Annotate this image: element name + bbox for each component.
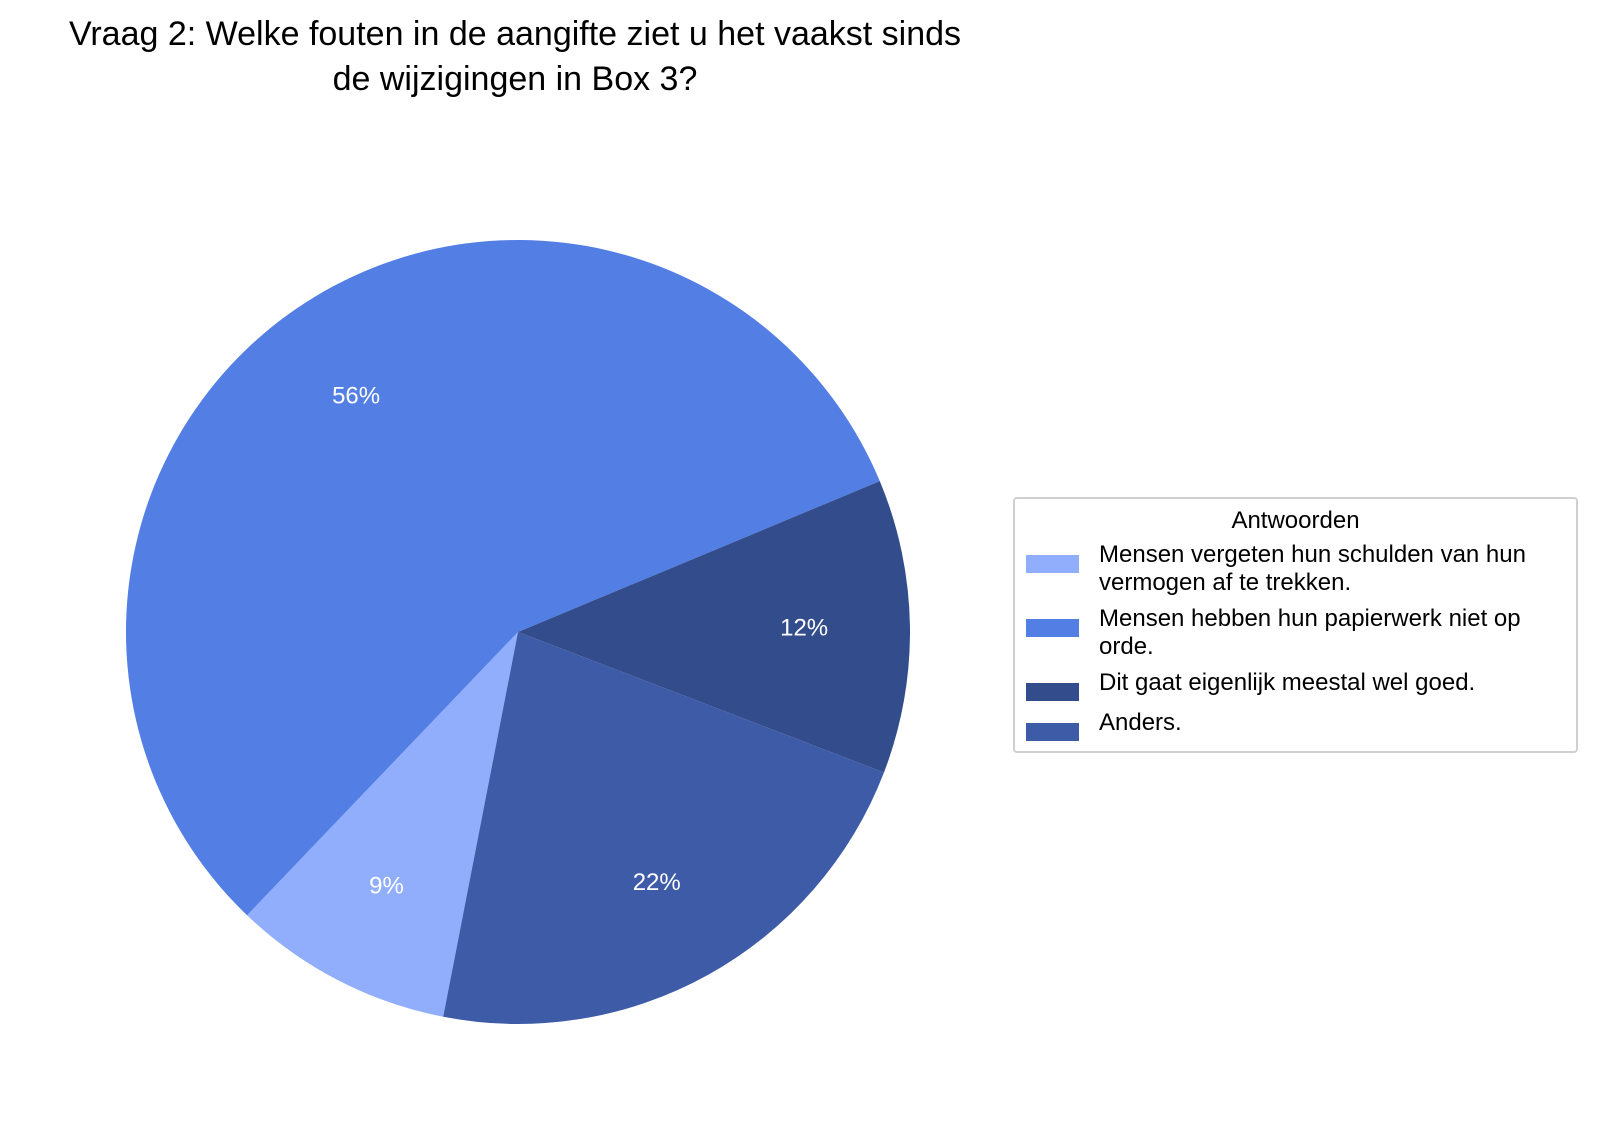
legend-swatch-4 bbox=[1026, 723, 1079, 741]
pie-slice-label-2: 56% bbox=[332, 383, 380, 410]
pie-slice-label-4: 22% bbox=[633, 869, 681, 896]
legend-swatch-1 bbox=[1026, 555, 1079, 573]
legend-item-3: Dit gaat eigenlijk meestal wel goed. bbox=[1015, 669, 1576, 701]
pie-slice-4 bbox=[443, 632, 884, 1025]
pie-slice-2 bbox=[125, 239, 880, 916]
legend-item-4: Anders. bbox=[1015, 709, 1576, 741]
legend-swatch-3 bbox=[1026, 683, 1079, 701]
legend-items: Mensen vergeten hun schulden van hun ver… bbox=[1015, 541, 1576, 741]
pie-slice-3 bbox=[518, 481, 910, 773]
legend-label-4: Anders. bbox=[1099, 709, 1182, 736]
pie-slice-label-3: 12% bbox=[780, 614, 828, 641]
legend-swatch-2 bbox=[1026, 619, 1079, 637]
legend-title: Antwoorden bbox=[1231, 507, 1360, 534]
pie-chart: 9% 56% 12% 22% bbox=[125, 239, 910, 1025]
legend-label-3: Dit gaat eigenlijk meestal wel goed. bbox=[1099, 669, 1476, 696]
legend-item-2: Mensen hebben hun papierwerk niet op ord… bbox=[1015, 605, 1576, 661]
legend-item-1: Mensen vergeten hun schulden van hun ver… bbox=[1015, 541, 1576, 597]
pie-slices bbox=[125, 239, 910, 1025]
pie-slice-label-1: 9% bbox=[369, 873, 404, 900]
legend: Antwoorden Mensen vergeten hun schulden … bbox=[1013, 497, 1578, 753]
chart-title: Vraag 2: Welke fouten in de aangifte zie… bbox=[68, 15, 962, 98]
legend-label-1: Mensen vergeten hun schulden van hun ver… bbox=[1099, 541, 1526, 596]
pie-slice-1 bbox=[247, 632, 519, 1017]
pie-value-labels: 9% 56% 12% 22% bbox=[332, 383, 828, 900]
legend-label-2: Mensen hebben hun papierwerk niet op ord… bbox=[1099, 605, 1521, 660]
